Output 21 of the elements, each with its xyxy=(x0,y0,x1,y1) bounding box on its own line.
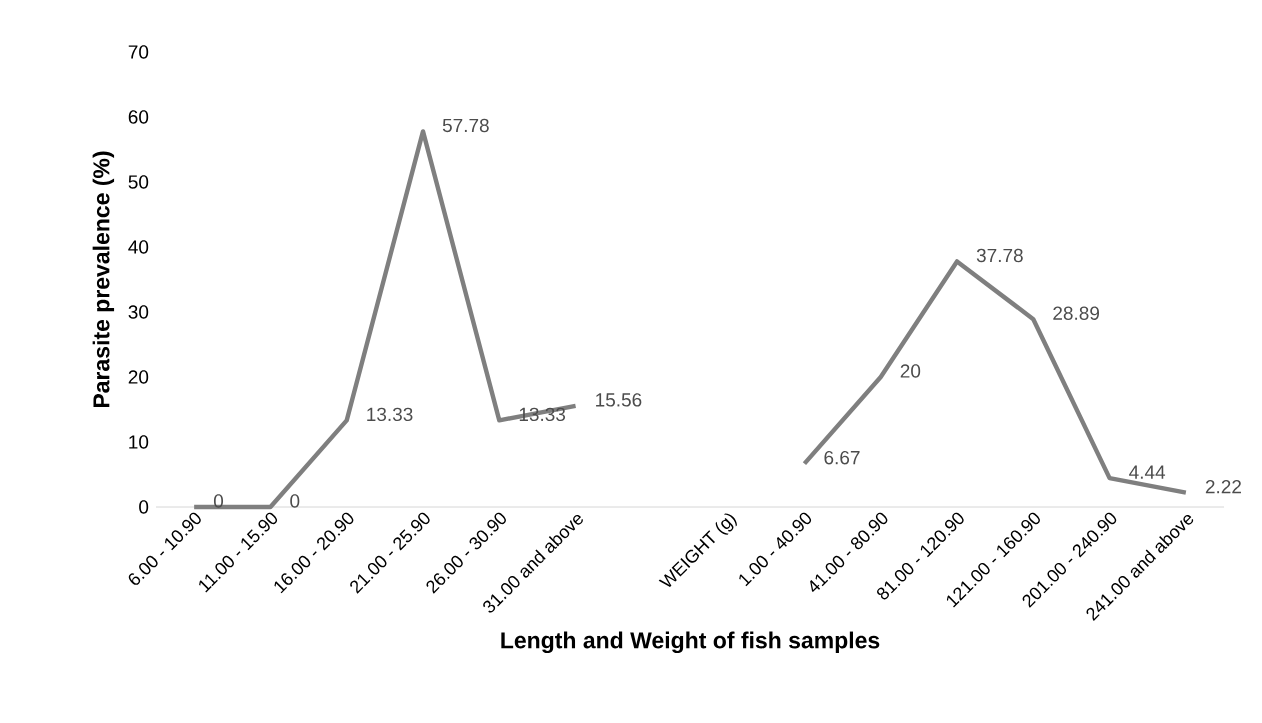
data-label: 57.78 xyxy=(442,118,489,133)
data-label: 0 xyxy=(213,494,224,508)
data-label: 4.44 xyxy=(1129,465,1166,479)
y-tick-label: 0 xyxy=(139,500,149,514)
y-tick-label: 20 xyxy=(128,370,149,384)
y-tick-label: 40 xyxy=(128,240,149,254)
data-label: 6.67 xyxy=(824,450,860,465)
y-tick-label: 50 xyxy=(128,175,149,189)
y-tick-label: 30 xyxy=(128,305,149,319)
data-label: 0 xyxy=(290,494,300,508)
data-label: 13.33 xyxy=(367,407,413,422)
y-axis-title: Parasite prevalence (%) xyxy=(92,151,115,408)
y-tick-label: 10 xyxy=(129,435,149,449)
data-label: 37.78 xyxy=(976,248,1023,263)
data-label: 2.22 xyxy=(1205,479,1241,494)
x-axis-title: Length and Weight of fish samples xyxy=(501,631,880,654)
data-label: 15.56 xyxy=(596,393,642,407)
data-label: 20 xyxy=(900,364,921,378)
y-tick-label: 60 xyxy=(128,110,149,124)
y-tick-label: 70 xyxy=(128,45,149,59)
data-label: 28.89 xyxy=(1053,306,1099,320)
